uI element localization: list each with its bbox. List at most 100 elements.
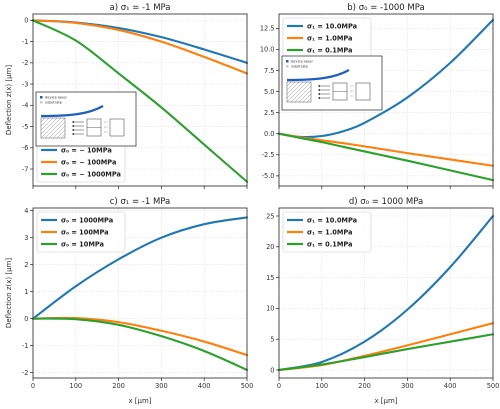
x-axis-label: x [μm] <box>128 397 151 405</box>
x-tick-label: 400 <box>444 382 457 390</box>
device-layer-curve <box>286 69 350 82</box>
legend-entry: σ₀ = − 100MPa <box>61 158 116 166</box>
legend-entry: σ₀ = 10MPa <box>61 240 104 248</box>
legend-entry: σ₁ = 10.0MPa <box>307 216 357 224</box>
series-line-3 <box>277 333 495 372</box>
legend-entry: σ₀ = − 10MPa <box>61 146 112 154</box>
x-tick-label: 400 <box>198 382 211 390</box>
inset-device-label: device layer <box>291 60 313 64</box>
inset-substrate-swatch <box>286 65 289 68</box>
y-tick-label: -1 <box>22 38 29 46</box>
plot-frame <box>278 13 494 187</box>
x-tick-label: 0 <box>277 382 281 390</box>
x-tick-label: 0 <box>31 382 35 390</box>
section-box-2 <box>109 118 125 137</box>
legend-entry: σ₁ = 0.1MPa <box>307 240 353 248</box>
legend-entry: σ₁ = 1.0MPa <box>307 34 353 42</box>
hatch-line <box>40 117 58 135</box>
legend: σ₁ = 10.0MPa σ₁ = 1.0MPa σ₁ = 0.1MPa <box>282 211 372 253</box>
arrow-head <box>318 88 320 92</box>
hatch-line <box>298 89 312 103</box>
legend: σ₀ = 1000MPa σ₀ = 100MPa σ₀ = 10MPa <box>36 211 126 253</box>
y-tick-label: -5.0 <box>262 172 275 180</box>
y-tick-label: -1 <box>22 342 29 350</box>
plot-frame <box>32 207 248 379</box>
gridlines <box>32 14 248 186</box>
x-axis-label: x [μm] <box>374 397 397 405</box>
y-tick-label: 15 <box>266 274 274 282</box>
y-tick-label: 0 <box>24 17 28 25</box>
hatch-line <box>40 117 46 123</box>
y-tick-label: 20 <box>266 243 274 251</box>
y-tick-label: 10.0 <box>260 46 275 54</box>
arrow-head <box>72 120 74 124</box>
y-tick-label: 5.0 <box>264 88 275 96</box>
inset-substrate-swatch <box>40 101 43 104</box>
legend: σ₀ = − 10MPa σ₀ = − 100MPa σ₀ = − 1000MPa <box>36 141 126 183</box>
y-tick-label: 12.5 <box>260 25 275 33</box>
legend-entry: σ₁ = 1.0MPa <box>307 228 353 236</box>
hatch-line <box>52 125 66 139</box>
hatch-line <box>302 93 312 103</box>
hatch-line <box>40 117 50 127</box>
arrow-head <box>72 124 74 128</box>
series-line-3 <box>31 317 249 371</box>
hatch-line <box>48 121 66 139</box>
inset-device-swatch <box>40 96 43 99</box>
inset-substrate-label: substrate <box>45 101 63 105</box>
series-line-3 <box>277 132 495 182</box>
y-tick-label: 2 <box>24 261 28 269</box>
arrow-head <box>318 84 320 88</box>
y-tick-label: 10 <box>266 305 274 313</box>
series-line-1 <box>277 214 495 372</box>
x-tick-label: 300 <box>401 382 414 390</box>
hatch-line <box>286 81 296 91</box>
y-axis-label: Deflection z(x) [μm] <box>5 65 13 135</box>
section-box-2 <box>355 82 371 101</box>
arrow-head <box>318 92 320 96</box>
substrate-block <box>286 81 312 103</box>
hatch-line <box>286 81 292 87</box>
device-layer-curve <box>40 105 104 118</box>
y-tick-label: 5 <box>270 335 274 343</box>
series-line-3 <box>31 19 249 183</box>
series-line-2 <box>31 19 249 75</box>
x-tick-label: 100 <box>316 382 329 390</box>
y-tick-label: 1 <box>24 288 28 296</box>
arrow-head <box>72 132 74 136</box>
x-tick-label: 100 <box>70 382 83 390</box>
substrate-block <box>40 117 66 139</box>
hatch-line <box>286 81 308 103</box>
panel-d: 0 100 200 300 400 500 0 5 10 15 20 25 d) σ₀ = 1000 M… <box>266 197 499 405</box>
legend-entry: σ₁ = 0.1MPa <box>307 46 353 54</box>
y-axis-label: Deflection z(x) [μm] <box>5 258 13 328</box>
legend-entry: σ₁ = 10.0MPa <box>307 22 357 30</box>
plot-frame <box>32 13 248 187</box>
hatch-line <box>306 97 312 103</box>
y-tick-label: 3 <box>24 234 28 242</box>
y-tick-label: -4 <box>22 102 29 110</box>
chart-title: c) σ₁ = -1 MPa <box>110 197 170 207</box>
y-tick-label: -2.5 <box>262 151 275 159</box>
hatch-line <box>60 133 66 139</box>
legend-box <box>36 211 126 253</box>
hatch-line <box>286 81 304 99</box>
hatch-line <box>56 129 66 139</box>
inset-substrate-label: substrate <box>291 65 309 69</box>
hatch-line <box>290 81 312 103</box>
inset-device-swatch <box>286 60 289 63</box>
y-tick-label: 0 <box>24 315 28 323</box>
chart-title: d) σ₀ = 1000 MPa <box>349 197 423 207</box>
y-tick-label: 2.5 <box>264 109 275 117</box>
y-tick-label: 4 <box>24 207 28 215</box>
legend-entry: σ₀ = 100MPa <box>61 228 109 236</box>
y-tick-label: -5 <box>22 123 29 131</box>
x-tick-label: 200 <box>358 382 371 390</box>
series-line-1 <box>31 216 249 320</box>
x-tick-label: 200 <box>112 382 125 390</box>
y-tick-label: -2 <box>22 369 29 377</box>
x-tick-label: 500 <box>487 382 500 390</box>
